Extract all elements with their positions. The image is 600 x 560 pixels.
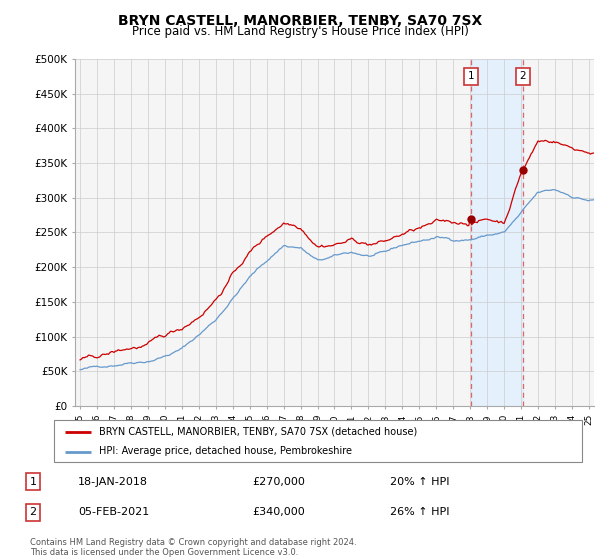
Text: 20% ↑ HPI: 20% ↑ HPI	[390, 477, 449, 487]
Text: HPI: Average price, detached house, Pembrokeshire: HPI: Average price, detached house, Pemb…	[99, 446, 352, 456]
Text: 1: 1	[29, 477, 37, 487]
Text: £340,000: £340,000	[252, 507, 305, 517]
Text: Contains HM Land Registry data © Crown copyright and database right 2024.
This d: Contains HM Land Registry data © Crown c…	[30, 538, 356, 557]
Text: 18-JAN-2018: 18-JAN-2018	[78, 477, 148, 487]
Text: 05-FEB-2021: 05-FEB-2021	[78, 507, 149, 517]
Bar	[471, 59, 523, 406]
Text: 26% ↑ HPI: 26% ↑ HPI	[390, 507, 449, 517]
Text: BRYN CASTELL, MANORBIER, TENBY, SA70 7SX (detached house): BRYN CASTELL, MANORBIER, TENBY, SA70 7SX…	[99, 427, 417, 437]
Text: 2: 2	[29, 507, 37, 517]
Text: BRYN CASTELL, MANORBIER, TENBY, SA70 7SX: BRYN CASTELL, MANORBIER, TENBY, SA70 7SX	[118, 14, 482, 28]
Text: £270,000: £270,000	[252, 477, 305, 487]
FancyBboxPatch shape	[54, 420, 582, 462]
Text: 2: 2	[520, 71, 526, 81]
Text: 1: 1	[468, 71, 475, 81]
Text: Price paid vs. HM Land Registry's House Price Index (HPI): Price paid vs. HM Land Registry's House …	[131, 25, 469, 38]
